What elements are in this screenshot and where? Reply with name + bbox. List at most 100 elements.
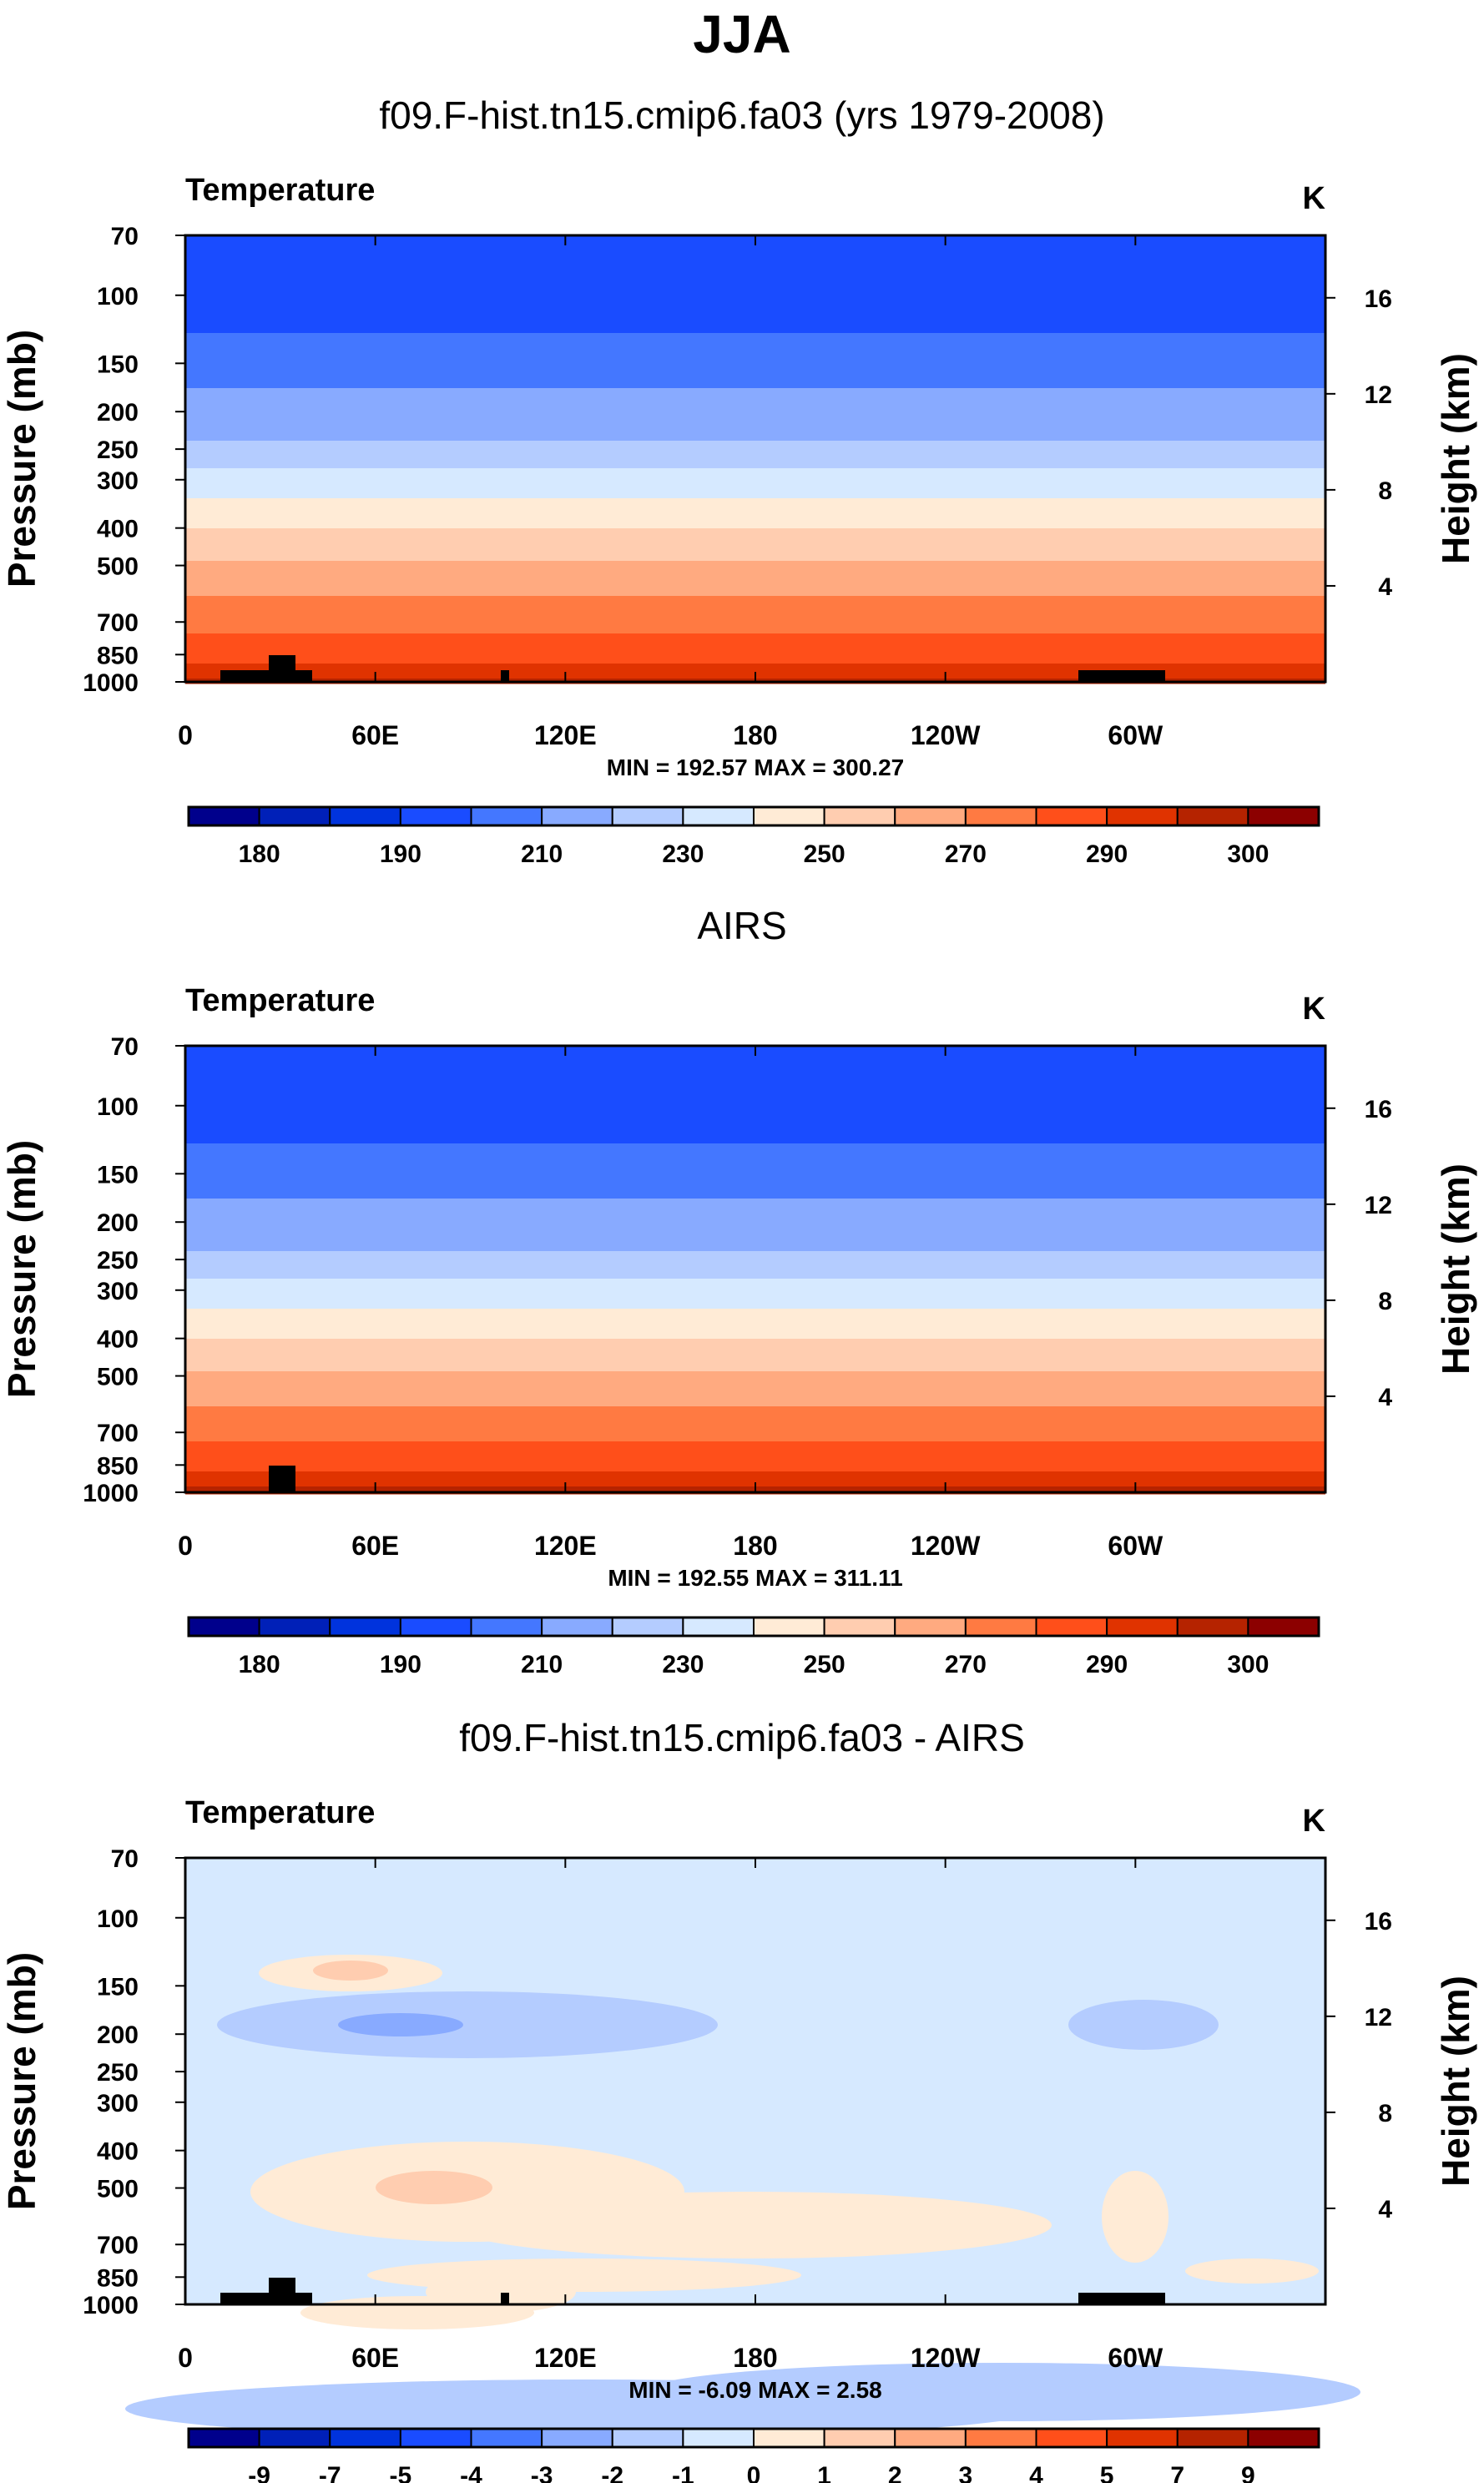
contour-band <box>185 1103 1325 1107</box>
y-right-tick-label: 8 <box>1378 477 1392 505</box>
contour-band <box>185 408 1325 411</box>
contour-band <box>185 1466 1325 1470</box>
contour-band <box>185 1271 1325 1274</box>
x-tick-label: 120W <box>911 720 981 750</box>
y-right-axis-label: Height (km) <box>1434 1976 1477 2187</box>
contour-band <box>185 288 1325 291</box>
contour-band <box>185 358 1325 361</box>
y-tick-label: 500 <box>97 1364 139 1391</box>
contour-band <box>185 363 1325 366</box>
contour-band <box>185 1286 1325 1289</box>
contour-band <box>185 656 1325 659</box>
contour-band <box>185 486 1325 489</box>
contour-band <box>185 348 1325 351</box>
contour-band <box>185 1166 1325 1169</box>
contour-band <box>185 511 1325 514</box>
contour-band <box>185 386 1325 389</box>
left-label: Temperature <box>185 983 375 1018</box>
y-tick-label: 250 <box>97 437 139 464</box>
x-tick-label: 120E <box>534 1531 597 1561</box>
contour-band <box>185 1384 1325 1387</box>
contour-band <box>185 1083 1325 1087</box>
contour-band <box>185 1254 1325 1257</box>
colorbar-frame <box>187 2427 1320 2449</box>
colorbar-swatch <box>1176 806 1249 826</box>
colorbar-swatch <box>1176 2428 1249 2448</box>
contour-band <box>185 608 1325 612</box>
contour-band <box>185 473 1325 477</box>
contour-band <box>185 1379 1325 1382</box>
contour-band <box>185 336 1325 339</box>
contour-band <box>185 651 1325 654</box>
contour-band <box>185 356 1325 359</box>
contour-band <box>185 403 1325 406</box>
contour-band <box>185 526 1325 529</box>
contour-band <box>185 626 1325 629</box>
contour-band <box>185 305 1325 309</box>
contour-band <box>185 303 1325 306</box>
contour-band <box>185 1061 1325 1064</box>
colorbar: 180 190 210 230 250 270 290 300 <box>187 805 1320 868</box>
contour-band <box>185 361 1325 364</box>
colorbar-swatch <box>470 2428 543 2448</box>
y-right-tick-label: 12 <box>1365 381 1392 409</box>
contour-band <box>185 513 1325 517</box>
colorbar-label: 290 <box>1086 1651 1128 1678</box>
colorbar-swatch <box>682 806 755 826</box>
contour-band <box>185 250 1325 254</box>
contour-band <box>185 1214 1325 1217</box>
contour-band <box>185 1469 1325 1472</box>
y-tick-label: 100 <box>97 283 139 310</box>
contour-band <box>185 1316 1325 1320</box>
colorbar-swatch <box>399 806 472 826</box>
contour-band <box>185 383 1325 386</box>
contour-band <box>185 521 1325 524</box>
contour-band <box>185 1414 1325 1417</box>
colorbar-swatch <box>753 806 825 826</box>
x-tick-label: 0 <box>178 1531 193 1561</box>
contour-band <box>185 491 1325 494</box>
y-tick-label: 850 <box>97 1452 139 1480</box>
colorbar-swatch <box>258 2428 331 2448</box>
contour-band <box>185 1143 1325 1147</box>
y-right-axis-label: Height (km) <box>1434 1163 1477 1375</box>
min-max-stats: MIN = 192.57 MAX = 300.27 <box>607 754 904 780</box>
contour-band <box>185 320 1325 324</box>
contour-band <box>185 1391 1325 1395</box>
contour-band <box>185 1146 1325 1149</box>
contour-band <box>185 353 1325 356</box>
y-tick-label: 1000 <box>83 1480 139 1507</box>
contour-band <box>185 333 1325 336</box>
x-tick-label: 0 <box>178 720 193 750</box>
contour-band <box>185 659 1325 662</box>
contour-band <box>185 1244 1325 1247</box>
contour-band <box>185 1479 1325 1482</box>
colorbar-swatch <box>1247 2428 1320 2448</box>
contour-band <box>185 396 1325 399</box>
y-axis-label: Pressure (mb) <box>0 330 43 588</box>
colorbar-swatch <box>753 2428 825 2448</box>
contour-band <box>185 1113 1325 1117</box>
contour-band <box>185 1173 1325 1177</box>
contour-band <box>185 461 1325 464</box>
contour-band <box>185 1138 1325 1142</box>
topography-block <box>501 670 509 682</box>
contour-band <box>185 1436 1325 1440</box>
contour-band <box>185 1266 1325 1269</box>
colorbar-swatch <box>188 2428 260 2448</box>
x-tick-label: 60W <box>1108 2343 1163 2373</box>
contour-band <box>185 588 1325 592</box>
topography-block <box>1078 2293 1165 2304</box>
contour-band <box>185 613 1325 617</box>
contour-band <box>185 1476 1325 1480</box>
contour-band <box>185 1399 1325 1402</box>
contour-band <box>185 1276 1325 1279</box>
contour-band <box>185 1121 1325 1124</box>
contour-band <box>185 1156 1325 1159</box>
contour-band <box>185 280 1325 284</box>
contour-band <box>185 351 1325 354</box>
colorbar-swatch <box>964 2428 1037 2448</box>
contour-band <box>185 1439 1325 1442</box>
colorbar-swatch <box>541 2428 613 2448</box>
contour-band <box>185 476 1325 479</box>
